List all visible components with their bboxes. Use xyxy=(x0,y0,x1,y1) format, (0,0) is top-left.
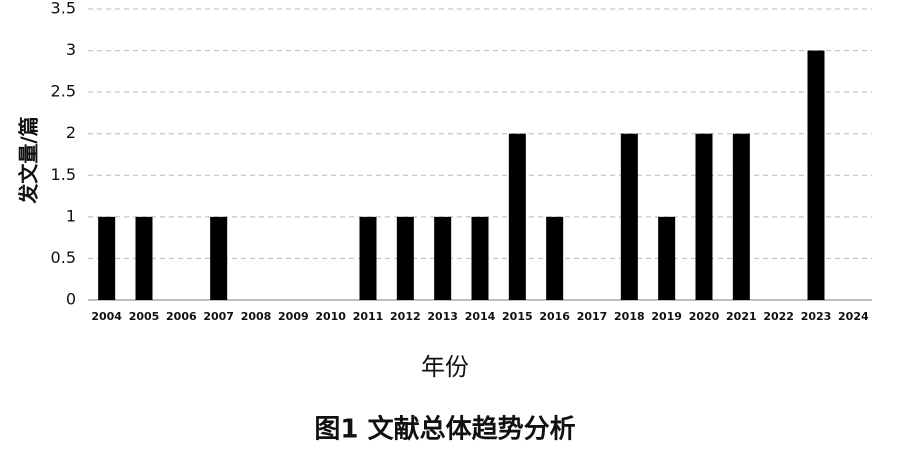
x-tick-label: 2009 xyxy=(278,310,309,323)
y-tick-label: 1 xyxy=(66,206,76,225)
y-tick-label: 0 xyxy=(66,290,76,309)
x-axis-label: 年份 xyxy=(421,353,469,381)
x-tick-label: 2020 xyxy=(689,310,720,323)
y-tick-label: 1.5 xyxy=(51,165,76,184)
x-tick-label: 2016 xyxy=(539,310,570,323)
bar xyxy=(658,216,676,300)
bar xyxy=(732,133,750,300)
x-tick-label: 2006 xyxy=(166,310,197,323)
x-tick-label: 2019 xyxy=(651,310,682,323)
x-tick-label: 2013 xyxy=(427,310,458,323)
y-tick-label: 2 xyxy=(66,123,76,142)
bar xyxy=(396,216,414,300)
y-tick-label: 0.5 xyxy=(51,248,76,267)
x-tick-label: 2017 xyxy=(577,310,608,323)
bar xyxy=(807,50,825,301)
x-tick-label: 2008 xyxy=(241,310,272,323)
bar xyxy=(98,216,116,300)
chart-title: 图1 文献总体趋势分析 xyxy=(314,414,575,445)
x-tick-label: 2005 xyxy=(129,310,160,323)
x-tick-label: 2004 xyxy=(91,310,122,323)
x-tick-label: 2010 xyxy=(315,310,346,323)
y-tick-label: 2.5 xyxy=(51,82,76,101)
bar xyxy=(620,133,638,300)
x-tick-label: 2014 xyxy=(465,310,496,323)
y-axis-label: 发文量/篇 xyxy=(17,116,41,204)
x-tick-label: 2011 xyxy=(353,310,384,323)
y-tick-label: 3 xyxy=(66,40,76,59)
bar xyxy=(508,133,526,300)
x-tick-label: 2012 xyxy=(390,310,421,323)
x-tick-label: 2022 xyxy=(763,310,794,323)
bar xyxy=(695,133,713,300)
x-tick-label: 2021 xyxy=(726,310,757,323)
bar xyxy=(359,216,377,300)
x-tick-label: 2015 xyxy=(502,310,533,323)
bar xyxy=(546,216,564,300)
bar xyxy=(210,216,228,300)
x-tick-label: 2023 xyxy=(801,310,832,323)
x-tick-label: 2024 xyxy=(838,310,869,323)
bar xyxy=(135,216,153,300)
x-tick-label: 2007 xyxy=(203,310,234,323)
x-tick-label: 2018 xyxy=(614,310,645,323)
y-tick-label: 3.5 xyxy=(51,0,76,18)
bar xyxy=(471,216,489,300)
bar xyxy=(434,216,452,300)
